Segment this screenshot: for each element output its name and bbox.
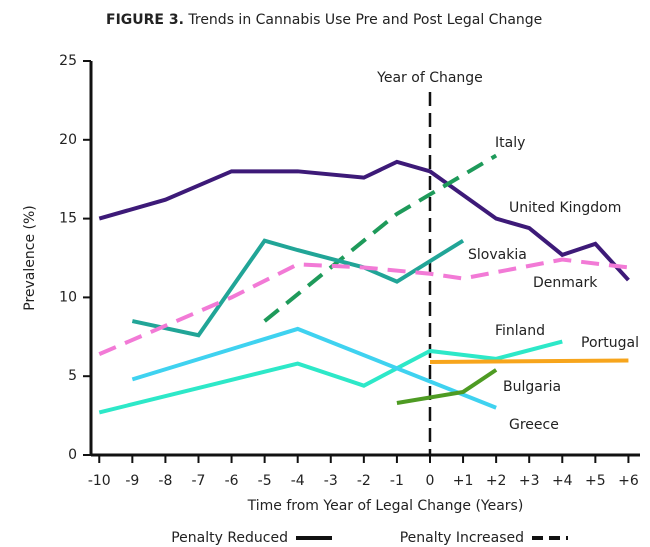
legend-label: Penalty Reduced [171,530,288,546]
y-tick-label: 25 [59,53,77,69]
x-tick-label: +4 [552,473,573,489]
legend-label: Penalty Increased [400,530,524,546]
series-line [131,238,465,338]
series-label: Portugal [581,335,639,351]
x-tick-label: -9 [125,473,139,489]
x-tick-label: +3 [519,473,540,489]
x-tick-label: -2 [357,473,371,489]
y-tick-label: 5 [68,368,77,384]
series-line [396,368,498,405]
chart-title: FIGURE 3. Trends in Cannabis Use Pre and… [106,12,542,28]
annotation-text: Year of Change [376,70,483,86]
series-line [98,257,629,356]
x-tick-label: -8 [158,473,172,489]
series-line [429,358,629,365]
series-label: Slovakia [468,247,527,263]
series-label: Greece [509,417,559,433]
x-tick-label: -3 [324,473,338,489]
figure-label: FIGURE 3. [106,12,184,28]
x-tick-label: -4 [291,473,305,489]
title: Trends in Cannabis Use Pre and Post Lega… [187,12,542,28]
series-label: Bulgaria [503,379,561,395]
y-tick-label: 20 [59,132,77,148]
x-tick-label: 0 [426,473,435,489]
series-label: Finland [495,323,545,339]
series-label: Denmark [533,275,598,291]
x-tick-label: +6 [618,473,639,489]
x-tick-label: +5 [585,473,606,489]
x-tick-label: -5 [258,473,272,489]
x-tick-label: -7 [192,473,206,489]
y-tick-label: 10 [59,289,77,305]
y-tick-label: 15 [59,211,77,227]
series-line [98,339,563,415]
series-line [98,159,630,282]
y-axis-label: Prevalence (%) [22,205,38,311]
series-label: United Kingdom [509,200,621,216]
x-tick-label: +2 [486,473,507,489]
series-line [263,153,498,323]
x-tick-label: -10 [88,473,111,489]
x-tick-label: -6 [225,473,239,489]
series-line [131,326,497,410]
x-tick-label: +1 [453,473,474,489]
y-tick-label: 0 [68,447,77,463]
x-tick-label: -1 [390,473,404,489]
x-axis-label: Time from Year of Legal Change (Years) [247,498,524,514]
series-label: Italy [495,135,525,151]
